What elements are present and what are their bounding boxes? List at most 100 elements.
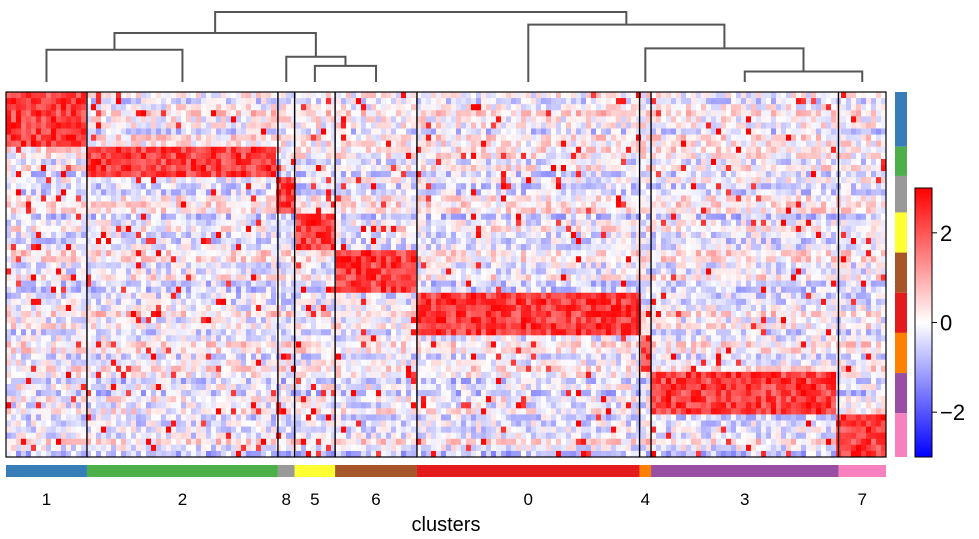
- heatmap-cell: [301, 171, 307, 178]
- heatmap-cell: [816, 189, 822, 196]
- heatmap-cell: [496, 158, 502, 166]
- heatmap-cell: [251, 152, 257, 160]
- heatmap-cell: [876, 195, 882, 202]
- heatmap-cell: [321, 128, 327, 135]
- heatmap-cell: [91, 213, 97, 221]
- heatmap-cell: [761, 146, 767, 154]
- heatmap-cell: [811, 128, 817, 135]
- heatmap-cell: [306, 104, 312, 111]
- heatmap-cell: [121, 250, 127, 257]
- heatmap-cell: [251, 98, 257, 105]
- heatmap-cell: [291, 225, 297, 233]
- heatmap-cell: [186, 219, 192, 227]
- heatmap-cell: [441, 104, 447, 111]
- heatmap-cell: [871, 207, 877, 214]
- heatmap-cell: [226, 92, 232, 99]
- heatmap-cell: [146, 256, 152, 263]
- heatmap-cell: [441, 134, 447, 141]
- heatmap-cell: [16, 152, 22, 160]
- heatmap-cell: [816, 122, 822, 129]
- heatmap-cell: [26, 110, 32, 117]
- heatmap-cell: [796, 110, 802, 117]
- heatmap-cell: [541, 165, 547, 172]
- heatmap-cell: [641, 158, 647, 166]
- heatmap-cell: [741, 207, 747, 214]
- heatmap-cell: [271, 104, 277, 111]
- heatmap-cell: [606, 152, 612, 160]
- heatmap-cell: [581, 183, 587, 190]
- heatmap-cell: [651, 189, 657, 196]
- heatmap-cell: [741, 250, 747, 257]
- heatmap-cell: [286, 116, 292, 123]
- heatmap-cell: [41, 152, 47, 160]
- heatmap-cell: [851, 201, 857, 208]
- heatmap-cell: [366, 183, 372, 190]
- heatmap-cell: [426, 134, 432, 141]
- heatmap-cell: [36, 244, 42, 251]
- heatmap-cell: [666, 128, 672, 135]
- heatmap-cell: [446, 110, 452, 117]
- heatmap-cell: [791, 116, 797, 123]
- heatmap-cell: [116, 238, 122, 245]
- heatmap-cell: [96, 134, 102, 141]
- heatmap-cell: [256, 122, 262, 129]
- heatmap-cell: [631, 207, 637, 214]
- heatmap-cell: [101, 171, 107, 178]
- heatmap-cell: [366, 165, 372, 172]
- heatmap-cell: [641, 140, 647, 148]
- heatmap-cell: [641, 201, 647, 208]
- heatmap-cell: [136, 104, 142, 111]
- heatmap-cell: [646, 177, 652, 184]
- heatmap-cell: [846, 122, 852, 129]
- heatmap-cell: [41, 122, 47, 129]
- heatmap-cell: [761, 183, 767, 190]
- heatmap-cell: [256, 104, 262, 111]
- heatmap-cell: [51, 201, 57, 208]
- heatmap-cell: [91, 98, 97, 105]
- heatmap-cell: [536, 158, 542, 166]
- heatmap-cell: [751, 98, 757, 105]
- heatmap-cell: [636, 104, 642, 111]
- heatmap-cell: [226, 158, 232, 166]
- heatmap-cell: [316, 146, 322, 154]
- heatmap-cell: [411, 140, 417, 148]
- heatmap-cell: [76, 244, 82, 251]
- heatmap-cell: [46, 98, 52, 105]
- heatmap-cell: [526, 140, 532, 148]
- heatmap-cell: [521, 128, 527, 135]
- heatmap-cell: [106, 171, 112, 178]
- heatmap-cell: [256, 92, 262, 99]
- heatmap-cell: [606, 225, 612, 233]
- heatmap-cell: [201, 165, 207, 172]
- heatmap-cell: [196, 189, 202, 196]
- heatmap-cell: [396, 122, 402, 129]
- heatmap-cell: [421, 122, 427, 129]
- heatmap-cell: [756, 158, 762, 166]
- heatmap-cell: [186, 256, 192, 263]
- heatmap-cell: [711, 183, 717, 190]
- heatmap-cell: [611, 201, 617, 208]
- heatmap-cell: [711, 98, 717, 105]
- heatmap-cell: [306, 171, 312, 178]
- heatmap-cell: [346, 171, 352, 178]
- heatmap-cell: [466, 116, 472, 123]
- heatmap-cell: [866, 183, 872, 190]
- heatmap-cell: [456, 104, 462, 111]
- heatmap-cell: [751, 183, 757, 190]
- heatmap-cell: [61, 128, 67, 135]
- heatmap-cell: [521, 116, 527, 123]
- heatmap-cell: [506, 219, 512, 227]
- heatmap-cell: [291, 128, 297, 135]
- heatmap-cell: [446, 225, 452, 233]
- heatmap-cell: [711, 219, 717, 227]
- heatmap-cell: [516, 177, 522, 184]
- heatmap-cell: [701, 92, 707, 99]
- heatmap-cell: [771, 207, 777, 214]
- heatmap-cell: [631, 238, 637, 245]
- heatmap-cell: [416, 128, 422, 135]
- heatmap-cell: [471, 244, 477, 251]
- heatmap-cell: [431, 146, 437, 154]
- heatmap-cell: [681, 219, 687, 227]
- heatmap-cell: [361, 244, 367, 251]
- heatmap-cell: [656, 201, 662, 208]
